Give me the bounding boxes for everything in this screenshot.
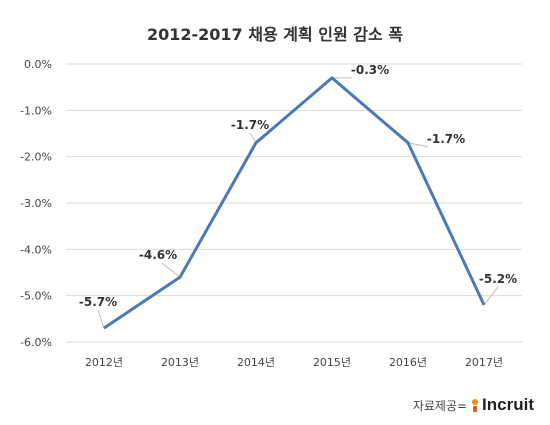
label-leader-lines bbox=[97, 77, 499, 329]
y-tick-label: -3.0% bbox=[20, 197, 52, 210]
data-label: -0.3% bbox=[351, 63, 389, 77]
x-tick-label: 2015년 bbox=[313, 356, 351, 369]
x-tick-label: 2013년 bbox=[161, 356, 199, 369]
leader-line bbox=[483, 286, 499, 306]
data-label: -5.2% bbox=[479, 272, 517, 286]
y-tick-label: -2.0% bbox=[20, 151, 52, 164]
y-tick-label: -1.0% bbox=[20, 104, 52, 117]
data-label: -4.6% bbox=[139, 248, 177, 262]
y-tick-label: -6.0% bbox=[20, 336, 52, 349]
leader-line bbox=[97, 309, 105, 329]
incruit-logo-icon bbox=[471, 398, 480, 412]
y-tick-label: -4.0% bbox=[20, 243, 52, 256]
x-tick-label: 2012년 bbox=[85, 356, 123, 369]
x-tick-label: 2016년 bbox=[389, 356, 427, 369]
data-label: -5.7% bbox=[79, 295, 117, 309]
leader-line bbox=[161, 262, 181, 278]
series-line bbox=[103, 76, 486, 330]
data-label: -1.7% bbox=[231, 118, 269, 132]
leader-line bbox=[407, 142, 429, 148]
y-tick-label: 0.0% bbox=[24, 58, 52, 71]
chart-title: 2012-2017 채용 계획 인원 감소 폭 bbox=[147, 25, 403, 44]
y-tick-label: -5.0% bbox=[20, 290, 52, 303]
data-labels: -5.7% -4.6% -1.7% -0.3% -1.7% -5.2% bbox=[79, 63, 517, 309]
x-tick-label: 2017년 bbox=[465, 356, 503, 369]
source-credit: 자료제공= Incruit bbox=[413, 395, 534, 415]
leader-line bbox=[249, 132, 257, 144]
x-tick-label: 2014년 bbox=[237, 356, 275, 369]
source-prefix: 자료제공= bbox=[412, 398, 468, 413]
incruit-logo-text: Incruit bbox=[482, 395, 534, 414]
x-axis: 2012년 2013년 2014년 2015년 2016년 2017년 bbox=[85, 356, 503, 369]
gridlines bbox=[66, 63, 522, 343]
incruit-logo: Incruit bbox=[471, 395, 534, 415]
data-label: -1.7% bbox=[427, 132, 465, 146]
y-axis: 0.0% -1.0% -2.0% -3.0% -4.0% -5.0% -6.0% bbox=[20, 58, 52, 349]
